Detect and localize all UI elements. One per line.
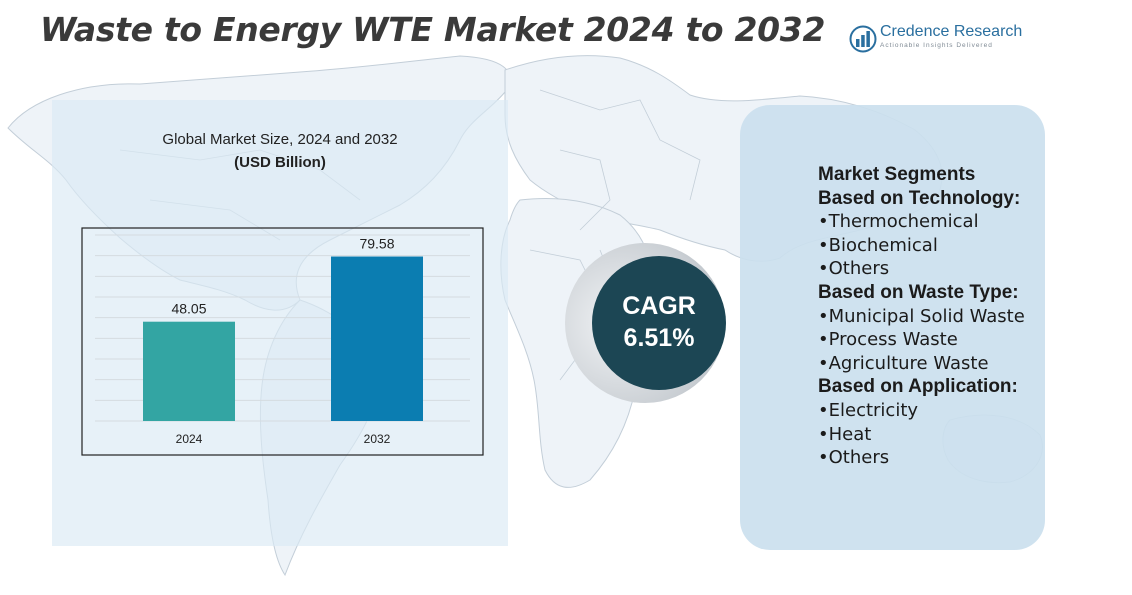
segment-group-title: Based on Waste Type:	[818, 281, 1019, 303]
chart-title: Global Market Size, 2024 and 2032	[162, 131, 398, 148]
chart-bars	[143, 256, 423, 421]
bar-2032	[331, 256, 423, 421]
segment-item: •Biochemical	[818, 234, 938, 256]
bar-2024	[143, 321, 235, 421]
segments-heading: Market Segments	[818, 164, 976, 185]
credence-research-logo: Credence Research Actionable Insights De…	[849, 22, 1029, 56]
segment-item: •Agriculture Waste	[818, 352, 989, 374]
bar-chart-logo-icon	[849, 25, 877, 53]
segment-item: •Others	[818, 258, 890, 280]
segment-item: •Process Waste	[818, 329, 958, 351]
market-segments-list: Market Segments Based on Technology: •Th…	[818, 163, 1025, 470]
data-label: 48.05	[171, 301, 206, 317]
logo-tagline: Actionable Insights Delivered	[880, 42, 993, 49]
segment-item: •Heat	[818, 423, 872, 445]
logo-name: Credence Research	[880, 23, 1023, 40]
segment-item: •Municipal Solid Waste	[818, 305, 1025, 327]
chart-frame	[81, 227, 484, 456]
market-size-panel	[52, 100, 508, 546]
data-label: 79.58	[359, 236, 394, 252]
cagr-label: CAGR	[622, 292, 696, 320]
category-label: 2032	[364, 432, 391, 446]
cagr-badge: CAGR 6.51%	[592, 256, 726, 390]
chart-labels: 48.05 2024 79.58 2032	[171, 236, 394, 446]
segment-item: •Electricity	[818, 399, 919, 421]
page-title: Waste to Energy WTE Market 2024 to 2032	[40, 10, 826, 49]
segment-group-title: Based on Technology:	[818, 187, 1021, 209]
segment-item: •Others	[818, 447, 890, 469]
chart-unit: (USD Billion)	[234, 154, 326, 171]
cagr-value: 6.51%	[623, 324, 695, 352]
segment-item: •Thermochemical	[818, 211, 979, 233]
segment-group-title: Based on Application:	[818, 376, 1018, 398]
market-segments-panel	[740, 105, 1045, 550]
category-label: 2024	[176, 432, 203, 446]
